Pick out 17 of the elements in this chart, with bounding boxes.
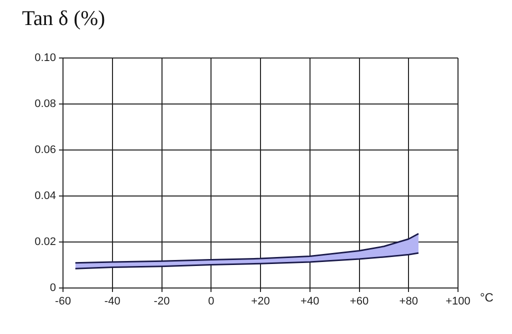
x-tick-label: +100 [446, 296, 470, 308]
y-tick-label: 0.06 [34, 144, 56, 156]
x-tick-label: +80 [399, 296, 418, 308]
x-tick-label: -40 [104, 296, 120, 308]
x-tick-label: +60 [350, 296, 369, 308]
y-tick-label: 0.10 [34, 52, 56, 64]
y-tick-label: 0.02 [34, 236, 56, 248]
x-tick-label: +40 [300, 296, 320, 308]
x-tick-label: -60 [55, 296, 71, 308]
y-tick-label: 0.08 [34, 98, 56, 110]
y-tick-label: 0.04 [34, 190, 56, 202]
y-tick-label: 0 [50, 282, 56, 294]
x-tick-label: -20 [154, 296, 170, 308]
x-tick-label: 0 [208, 296, 214, 308]
x-axis-title: °C [480, 290, 494, 304]
x-tick-label: +20 [251, 296, 270, 308]
chart-title: Tan δ (%) [22, 6, 106, 31]
